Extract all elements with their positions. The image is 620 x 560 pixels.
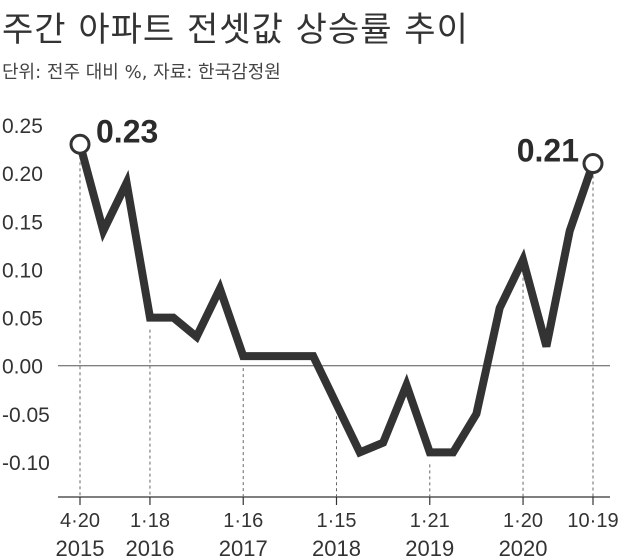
- y-tick-label: 0.05: [2, 308, 43, 331]
- x-tick-label-date: 4·20: [60, 510, 100, 532]
- endpoint-marker: [69, 133, 91, 155]
- x-tick-label-year: 2015: [56, 536, 105, 560]
- x-tick-label-date: 1·21: [410, 510, 450, 532]
- x-tick-label-year: 2017: [219, 536, 268, 560]
- x-tick-label-date: 10·19: [567, 510, 618, 532]
- chart-subtitle: 단위: 전주 대비 %, 자료: 한국감정원: [2, 62, 281, 83]
- x-tick-label-date: 1·16: [223, 510, 263, 532]
- y-tick-label: 0.00: [2, 356, 43, 379]
- y-tick-label: -0.10: [2, 452, 50, 475]
- data-label: 0.23: [96, 113, 158, 149]
- x-tick-label-year: 2019: [405, 536, 454, 560]
- chart-title: 주간 아파트 전셋값 상승률 추이: [2, 10, 469, 50]
- endpoint-marker: [582, 153, 604, 175]
- x-tick-label-year: 2016: [125, 536, 174, 560]
- y-tick-label: 0.25: [2, 115, 43, 138]
- y-tick-label: 0.15: [2, 211, 43, 234]
- x-tick-label-date: 1·20: [503, 510, 543, 532]
- x-tick-label-date: 1·15: [316, 510, 356, 532]
- x-tick-label-date: 1·18: [130, 510, 170, 532]
- data-label: 0.21: [517, 133, 579, 169]
- y-tick-label: 0.10: [2, 259, 43, 282]
- series-line: [76, 143, 597, 458]
- y-tick-label: -0.05: [2, 404, 50, 427]
- y-tick-label: 0.20: [2, 163, 43, 186]
- x-tick-label-year: 2020: [499, 536, 548, 560]
- x-tick-label-year: 2018: [312, 536, 361, 560]
